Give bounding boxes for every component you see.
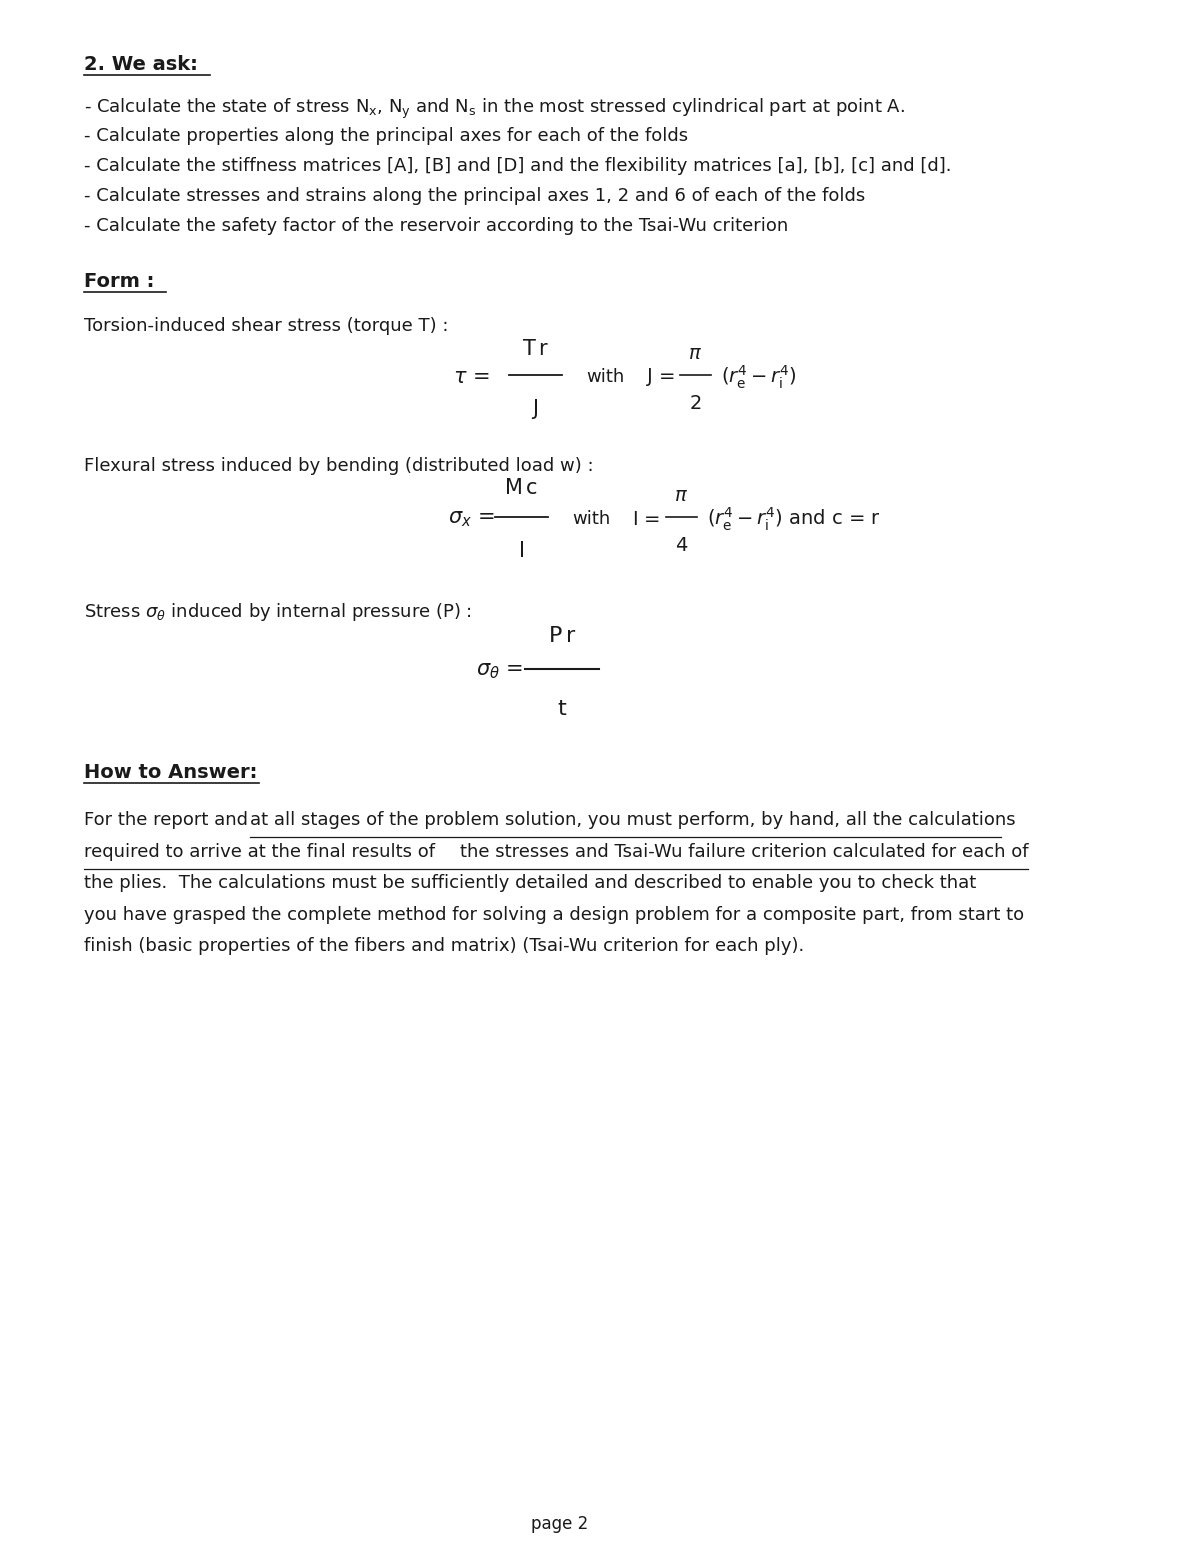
Text: $\mathrm{M\,c}$: $\mathrm{M\,c}$ <box>504 478 538 499</box>
Text: - Calculate properties along the principal axes for each of the folds: - Calculate properties along the princip… <box>84 127 688 144</box>
Text: $\mathrm{J}$ =: $\mathrm{J}$ = <box>646 367 676 388</box>
Text: - Calculate the stiffness matrices [A], [B] and [D] and the flexibility matrices: - Calculate the stiffness matrices [A], … <box>84 157 952 175</box>
Text: $\mathrm{P\,r}$: $\mathrm{P\,r}$ <box>548 626 576 646</box>
Text: $2$: $2$ <box>689 394 702 413</box>
Text: - Calculate the state of stress N$_\mathrm{x}$, N$_\mathrm{y}$ and N$_\mathrm{s}: - Calculate the state of stress N$_\math… <box>84 96 905 121</box>
Text: $\tau$ =: $\tau$ = <box>452 367 490 387</box>
Text: with: with <box>586 368 624 387</box>
Text: required to arrive at the final results of: required to arrive at the final results … <box>84 842 440 860</box>
Text: $\sigma_x$ =: $\sigma_x$ = <box>448 509 494 530</box>
Text: $\mathrm{I}$ =: $\mathrm{I}$ = <box>632 509 660 528</box>
Text: $\mathrm{J}$: $\mathrm{J}$ <box>532 398 539 421</box>
Text: Torsion-induced shear stress (torque T) :: Torsion-induced shear stress (torque T) … <box>84 317 449 335</box>
Text: Form :: Form : <box>84 272 155 290</box>
Text: you have grasped the complete method for solving a design problem for a composit: you have grasped the complete method for… <box>84 905 1024 924</box>
Text: Flexural stress induced by bending (distributed load w) :: Flexural stress induced by bending (dist… <box>84 457 594 475</box>
Text: 2. We ask:: 2. We ask: <box>84 54 198 75</box>
Text: at all stages of the problem solution, you must perform, by hand, all the calcul: at all stages of the problem solution, y… <box>250 811 1015 829</box>
Text: - Calculate the safety factor of the reservoir according to the Tsai-Wu criterio: - Calculate the safety factor of the res… <box>84 217 788 235</box>
Text: $4$: $4$ <box>674 536 688 554</box>
Text: Stress $\sigma_\theta$ induced by internal pressure (P) :: Stress $\sigma_\theta$ induced by intern… <box>84 601 472 623</box>
Text: How to Answer:: How to Answer: <box>84 763 257 783</box>
Text: $(r_\mathrm{e}^4 - r_\mathrm{i}^4)$ and c = r: $(r_\mathrm{e}^4 - r_\mathrm{i}^4)$ and … <box>707 505 881 533</box>
Text: page 2: page 2 <box>532 1516 589 1533</box>
Text: $\sigma_\theta$ =: $\sigma_\theta$ = <box>476 662 523 682</box>
Text: For the report and: For the report and <box>84 811 253 829</box>
Text: $\pi$: $\pi$ <box>674 486 689 505</box>
Text: $(r_\mathrm{e}^4 - r_\mathrm{i}^4)$: $(r_\mathrm{e}^4 - r_\mathrm{i}^4)$ <box>721 363 797 391</box>
Text: $\mathrm{I}$: $\mathrm{I}$ <box>518 540 524 561</box>
Text: with: with <box>572 509 611 528</box>
Text: finish (basic properties of the fibers and matrix) (Tsai-Wu criterion for each p: finish (basic properties of the fibers a… <box>84 936 804 955</box>
Text: $\pi$: $\pi$ <box>689 345 702 363</box>
Text: the plies.  The calculations must be sufficiently detailed and described to enab: the plies. The calculations must be suff… <box>84 874 977 891</box>
Text: $\mathrm{t}$: $\mathrm{t}$ <box>557 699 568 719</box>
Text: the stresses and Tsai-Wu failure criterion calculated for each of: the stresses and Tsai-Wu failure criteri… <box>460 842 1028 860</box>
Text: - Calculate stresses and strains along the principal axes 1, 2 and 6 of each of : - Calculate stresses and strains along t… <box>84 186 865 205</box>
Text: $\mathrm{T\,r}$: $\mathrm{T\,r}$ <box>522 339 548 359</box>
